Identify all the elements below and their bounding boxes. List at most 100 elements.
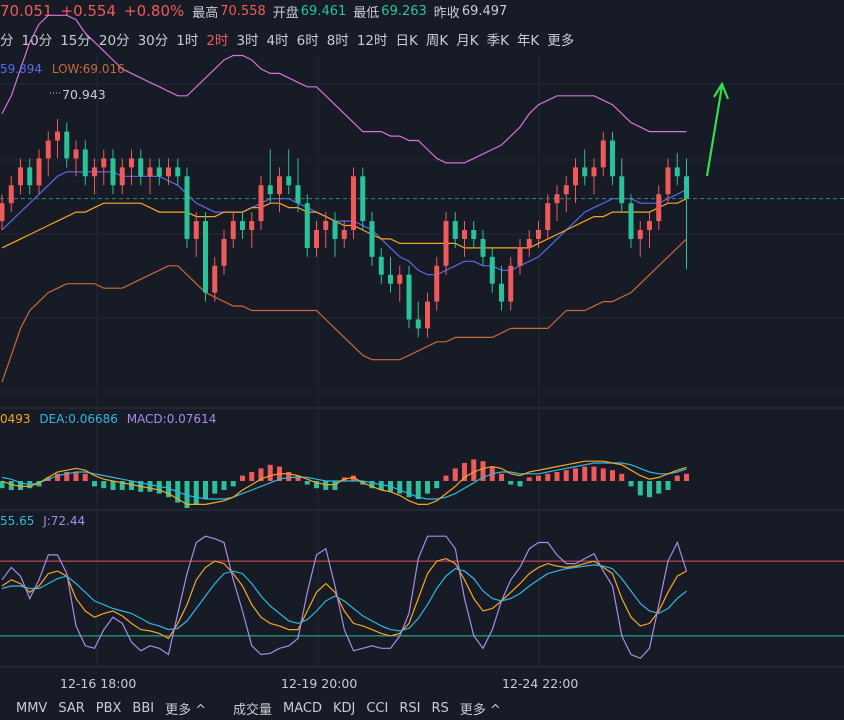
candle-body-18 (166, 167, 171, 177)
indicator-r-2[interactable]: KDJ (332, 700, 356, 716)
period-tab-17[interactable]: 更多 (547, 33, 575, 49)
macd-bar-16 (147, 481, 153, 492)
candle-body-33 (304, 203, 310, 248)
indicator-l-2[interactable]: PBX (95, 700, 122, 716)
macd-bar-58 (536, 475, 541, 481)
candle-body-27 (249, 221, 255, 230)
trend-arrow-shaft (705, 85, 724, 177)
macd-bar-1 (8, 481, 14, 490)
macd-bar-35 (323, 481, 329, 490)
macd-bar-49 (452, 468, 458, 481)
x-label-3: 12-24 22:00 (502, 676, 579, 691)
candle-body-25 (230, 221, 236, 239)
candle-body-17 (156, 167, 162, 177)
macd-bar-51 (471, 459, 477, 481)
macd-legend-dea: DEA:0.06686 (39, 412, 118, 426)
candle-body-52 (480, 238, 486, 257)
macd-bar-62 (573, 468, 578, 481)
indicator-tools-main: MMV SAR PBX BBI 更多 ^ (16, 698, 217, 718)
period-tab-10[interactable]: 8时 (326, 33, 349, 49)
candle-body-37 (341, 230, 347, 239)
macd-bar-13 (119, 481, 125, 490)
period-tab-6[interactable]: 2时 (206, 33, 229, 49)
candle-body-2 (18, 167, 23, 186)
macd-bar-46 (425, 481, 430, 494)
period-tab-0[interactable]: 分 (0, 33, 14, 49)
period-tab-3[interactable]: 20分 (98, 33, 130, 49)
price-change: +0.554 (60, 2, 117, 20)
candle-body-40 (369, 221, 375, 257)
macd-bar-73 (674, 475, 680, 481)
indicator-r-0[interactable]: 成交量 (233, 702, 273, 718)
candle-body-28 (258, 185, 264, 222)
indicator-l-0[interactable]: MMV (16, 700, 48, 716)
macd-bar-33 (304, 481, 310, 485)
macd-bar-14 (129, 481, 134, 490)
main-legend-low: LOW:69.016 (51, 62, 125, 76)
candle-body-39 (360, 176, 366, 222)
candle-body-1 (8, 185, 14, 204)
candle-body-16 (147, 167, 153, 177)
period-tab-7[interactable]: 3时 (236, 33, 259, 49)
macd-bar-9 (82, 473, 88, 481)
candle-body-31 (286, 176, 292, 186)
macd-bar-43 (397, 481, 403, 494)
indicator-r-3[interactable]: CCI (366, 700, 389, 716)
indicator-r-1[interactable]: MACD (283, 700, 322, 716)
macd-bar-36 (332, 481, 338, 490)
macd-bar-8 (73, 472, 79, 481)
candle-body-29 (267, 185, 273, 195)
macd-bar-38 (351, 475, 356, 481)
main-legend-high: 59.894 (0, 62, 42, 76)
macd-bar-52 (480, 461, 486, 481)
period-tab-9[interactable]: 6时 (296, 33, 319, 49)
candle-body-19 (175, 167, 181, 177)
candle-body-70 (647, 221, 652, 230)
macd-bar-47 (434, 481, 440, 489)
main-line-2 (1, 14, 687, 164)
macd-bar-72 (665, 481, 671, 490)
candle-body-9 (82, 149, 88, 177)
candle-body-57 (526, 238, 532, 248)
candle-body-11 (101, 158, 107, 168)
period-tab-2[interactable]: 15分 (60, 33, 91, 49)
indicator-tools-sub: 成交量 MACD KDJ CCI RSI RS 更多 ^ (233, 698, 512, 718)
macd-bar-20 (184, 481, 190, 508)
period-tab-16[interactable]: 年K (516, 33, 540, 49)
macd-line-1 (1, 460, 687, 505)
period-tab-11[interactable]: 12时 (356, 33, 388, 49)
candle-body-53 (489, 256, 495, 284)
candle-body-49 (452, 221, 458, 239)
candle-body-67 (619, 176, 625, 204)
period-tab-4[interactable]: 30分 (137, 33, 169, 49)
low-value: 69.263 (381, 3, 427, 19)
period-tab-5[interactable]: 1时 (176, 33, 199, 49)
period-tab-13[interactable]: 周K (425, 33, 449, 49)
indicator-r-6[interactable]: 更多 ^ (459, 702, 501, 718)
indicator-r-5[interactable]: RS (431, 700, 449, 716)
macd-bar-60 (554, 472, 560, 481)
candle-body-44 (406, 274, 412, 320)
macd-bar-18 (166, 481, 171, 498)
macd-bar-27 (249, 472, 255, 481)
macd-bar-17 (156, 481, 162, 494)
candle-body-10 (92, 167, 97, 177)
macd-bar-48 (443, 475, 449, 481)
macd-bar-11 (101, 481, 107, 489)
kdj-line-d (1, 564, 687, 632)
macd-legend: 0493 DEA:0.06686 MACD:0.07614 (0, 412, 216, 426)
period-tab-8[interactable]: 4时 (266, 33, 289, 49)
candle-body-55 (508, 265, 514, 302)
kdj-line-j (1, 535, 688, 660)
macd-legend-macd: MACD:0.07614 (126, 412, 217, 426)
period-selector: 分 10分 15分 20分 30分 1时 2时 3时 4时 6时 8时 12时 日K 周K 月K 季K 年K 更多 (0, 26, 844, 52)
period-tab-15[interactable]: 季K (486, 33, 509, 49)
indicator-l-4[interactable]: 更多 ^ (165, 702, 207, 718)
period-tab-14[interactable]: 月K (456, 33, 479, 49)
indicator-r-4[interactable]: RSI (399, 700, 421, 716)
indicator-l-1[interactable]: SAR (58, 700, 85, 716)
indicator-l-3[interactable]: BBI (132, 700, 155, 716)
period-tab-12[interactable]: 日K (395, 33, 418, 49)
quote-header: 70.051 +0.554 +0.80% 最高 70.558 开盘 69.461… (0, 0, 844, 22)
